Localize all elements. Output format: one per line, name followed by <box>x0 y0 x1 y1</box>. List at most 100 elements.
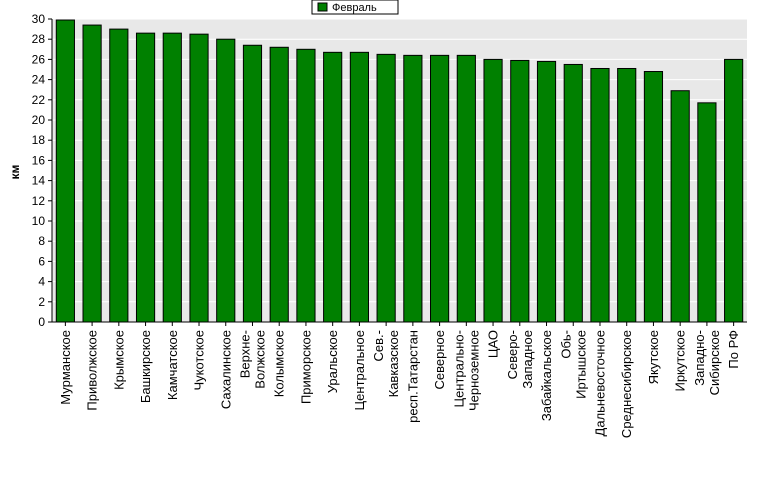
x-tick-label: Сев.-Кавказское <box>371 330 401 397</box>
bar <box>242 44 263 323</box>
x-axis-labels: Мурманское Приволжское Крымское Башкирское К… <box>58 322 741 438</box>
x-tick-label-line: Башкирское <box>138 330 153 403</box>
y-tick-label: 14 <box>32 174 46 188</box>
x-tick-label-line: Верхне- <box>237 330 252 378</box>
x-tick-label: Северо-Западное <box>505 330 535 389</box>
bar <box>296 48 316 323</box>
x-tick-label-line: Сибирское <box>707 330 722 395</box>
x-tick-label-line: Забайкальское <box>539 330 554 421</box>
bar <box>483 58 503 323</box>
legend-box <box>311 0 399 15</box>
bar <box>135 32 156 323</box>
x-tick-label: Уральское <box>325 330 340 393</box>
x-tick-label-line: Мурманское <box>58 330 73 405</box>
bar <box>189 33 209 323</box>
legend: Февраль <box>311 0 399 15</box>
bar <box>403 54 423 323</box>
y-tick-label: 2 <box>38 295 45 309</box>
y-tick-label: 4 <box>38 275 45 289</box>
x-tick-label: Центрально-Черноземное <box>451 330 481 411</box>
y-tick-label: 30 <box>32 12 46 26</box>
x-tick-label-line: Иртышское <box>573 330 588 399</box>
x-tick-label: Мурманское <box>58 330 73 405</box>
x-tick-label: Сахалинское <box>218 330 233 409</box>
x-tick-label-line: Центрально- <box>451 330 466 408</box>
y-axis-label: км <box>8 164 22 179</box>
bar <box>536 60 557 323</box>
x-tick-label-line: Дальневосточное <box>592 330 607 436</box>
bar <box>323 51 343 323</box>
y-tick-label: 28 <box>32 32 46 46</box>
y-tick-label: 12 <box>32 194 46 208</box>
x-tick-label-line: Камчатское <box>165 330 180 400</box>
x-tick-label-line: Приморское <box>298 330 313 404</box>
x-tick-label: Крымское <box>111 330 126 390</box>
x-tick-label-line: Западно- <box>692 330 707 386</box>
x-tick-label: ЦАО <box>486 330 501 358</box>
x-tick-label-line: Среднесибирское <box>619 330 634 438</box>
bar <box>269 46 289 323</box>
bar <box>376 53 396 323</box>
legend-entry-label: Февраль <box>332 2 377 14</box>
plot-area <box>52 19 747 322</box>
x-tick-label-line: Чукотское <box>192 330 207 391</box>
x-tick-label: По РФ <box>726 330 741 369</box>
bar <box>617 67 637 323</box>
x-tick-label: Дальневосточное <box>592 330 607 436</box>
bars <box>55 19 744 323</box>
x-tick-label: Чукотское <box>192 330 207 391</box>
x-tick-label-line: ЦАО <box>486 330 501 358</box>
x-tick-label: Якутское <box>646 330 661 384</box>
y-tick-label: 6 <box>38 254 45 268</box>
x-tick-label-line: Уральское <box>325 330 340 393</box>
x-tick-label-line: Обь- <box>558 330 573 359</box>
x-tick-label: Иркутское <box>673 330 688 392</box>
bar <box>643 71 664 323</box>
bar <box>670 90 690 323</box>
y-tick-label: 10 <box>32 214 46 228</box>
x-tick-label: Северное <box>432 330 447 389</box>
bar <box>590 67 610 323</box>
bar <box>109 28 129 323</box>
x-tick-label-line: Приволжское <box>85 330 100 411</box>
bar <box>563 63 583 323</box>
y-tick-label: 24 <box>32 73 46 87</box>
x-tick-label-line: Якутское <box>646 330 661 384</box>
x-tick-label-line: Центральное <box>352 330 367 410</box>
x-tick-label-line: Сахалинское <box>218 330 233 409</box>
y-tick-label: 26 <box>32 52 46 66</box>
x-tick-label-line: Иркутское <box>673 330 688 392</box>
x-tick-label: Камчатское <box>165 330 180 400</box>
x-tick-label: Верхне-Волжское <box>237 330 267 389</box>
bar <box>82 24 102 323</box>
x-tick-label: Приволжское <box>85 330 100 411</box>
y-tick-label: 8 <box>38 234 45 248</box>
x-tick-label-line: Северо- <box>505 330 520 379</box>
x-tick-label-line: Северное <box>432 330 447 389</box>
x-tick-label: респ.Татарстан <box>405 330 420 423</box>
x-tick-label: Колымское <box>272 330 287 397</box>
bar <box>162 32 182 323</box>
bar <box>510 59 530 323</box>
x-tick-label-line: Колымское <box>272 330 287 397</box>
x-tick-label: Забайкальское <box>539 330 554 421</box>
x-tick-label: Западно-Сибирское <box>692 330 722 395</box>
y-tick-label: 18 <box>32 133 46 147</box>
x-tick-label: Среднесибирское <box>619 330 634 438</box>
x-tick-label-line: По РФ <box>726 330 741 369</box>
x-tick-label-line: Черноземное <box>466 330 481 411</box>
bar <box>55 19 75 323</box>
x-tick-label: Центральное <box>352 330 367 410</box>
bar <box>349 51 369 323</box>
x-tick-label-line: Крымское <box>111 330 126 390</box>
y-tick-label: 20 <box>32 113 46 127</box>
x-tick-label-line: Западное <box>520 330 535 389</box>
bar <box>697 102 717 323</box>
bar <box>430 54 450 323</box>
y-tick-label: 0 <box>38 315 45 329</box>
bar <box>456 54 476 323</box>
legend-swatch <box>317 2 328 12</box>
